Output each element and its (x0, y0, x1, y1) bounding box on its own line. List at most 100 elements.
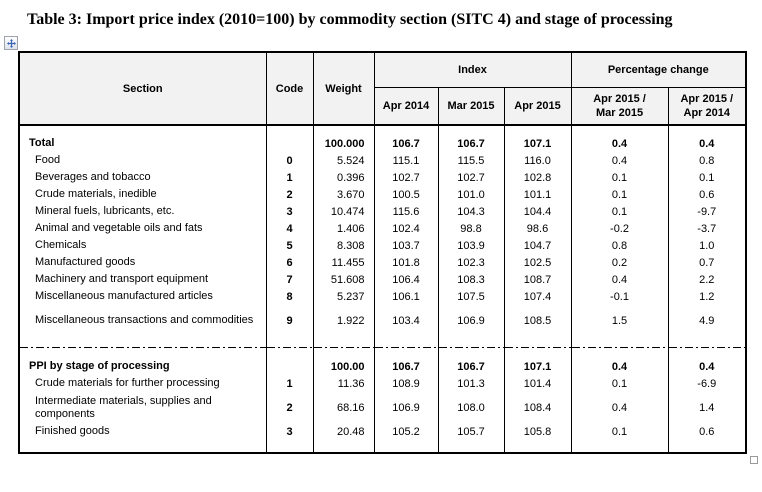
row-misc-manufactured: Miscellaneous manufactured articles 8 5.… (18, 288, 747, 305)
cell-index-apr2015: 108.5 (503, 305, 572, 336)
cell-chg-yoy: 2.2 (667, 271, 747, 288)
dash-cell (437, 336, 504, 358)
row-manufactured-goods: Manufactured goods 6 11.455 101.8 102.3 … (18, 254, 747, 271)
cell-section: Mineral fuels, lubricants, etc. (18, 203, 266, 220)
cell-weight: 3.670 (312, 186, 374, 203)
row-crude-materials: Crude materials, inedible 2 3.670 100.5 … (18, 186, 747, 203)
cell-index-apr2014: 115.6 (373, 203, 438, 220)
cell-chg-mom: 0.8 (570, 237, 669, 254)
cell-chg-mom: 0.4 (570, 271, 669, 288)
cell-index-apr2014: 101.8 (373, 254, 438, 271)
spacer-cell (18, 125, 266, 135)
cell-section: Machinery and transport equipment (18, 271, 266, 288)
cell-section: Miscellaneous transactions and commoditi… (18, 305, 266, 336)
cell-chg-mom: 0.4 (570, 358, 669, 375)
cell-index-apr2015: 105.8 (503, 423, 572, 440)
cell-index-apr2014: 103.7 (373, 237, 438, 254)
header-row-groups: Section Code Weight Index Percentage cha… (18, 52, 747, 126)
col-header-chg-mom: Apr 2015 / Mar 2015 (570, 87, 669, 126)
row-intermediate-materials: Intermediate materials, supplies and com… (18, 392, 747, 423)
cell-section: Intermediate materials, supplies and com… (18, 392, 266, 423)
cell-section: Animal and vegetable oils and fats (18, 220, 266, 237)
cell-code (265, 358, 313, 375)
cell-chg-yoy: 1.0 (667, 237, 747, 254)
cell-weight: 11.455 (312, 254, 374, 271)
cell-section: Beverages and tobacco (18, 169, 266, 186)
cell-index-apr2014: 106.9 (373, 392, 438, 423)
cell-index-mar2015: 103.9 (437, 237, 504, 254)
row-misc-transactions: Miscellaneous transactions and commoditi… (18, 305, 747, 336)
cell-code: 1 (265, 375, 313, 392)
cell-weight: 1.406 (312, 220, 374, 237)
cell-index-apr2015: 104.4 (503, 203, 572, 220)
cell-weight: 11.36 (312, 375, 374, 392)
cell-weight: 100.000 (312, 135, 374, 152)
cell-code: 4 (265, 220, 313, 237)
dash-cell (18, 336, 266, 358)
cell-index-apr2014: 108.9 (373, 375, 438, 392)
cell-chg-mom: 0.4 (570, 392, 669, 423)
cell-index-apr2014: 102.7 (373, 169, 438, 186)
cell-index-mar2015: 108.3 (437, 271, 504, 288)
cell-index-apr2015: 116.0 (503, 152, 572, 169)
table-resize-handle-icon[interactable] (750, 456, 759, 464)
cell-index-apr2015: 107.1 (503, 135, 572, 152)
spacer-row (18, 125, 747, 135)
dash-cell (373, 336, 438, 358)
cell-weight: 51.608 (312, 271, 374, 288)
cell-index-mar2015: 98.8 (437, 220, 504, 237)
spacer-cell (373, 125, 438, 135)
table-container: Section Code Weight Index Percentage cha… (4, 36, 759, 464)
cell-code: 5 (265, 237, 313, 254)
cell-index-apr2014: 106.7 (373, 358, 438, 375)
cell-code: 2 (265, 392, 313, 423)
col-header-code: Code (265, 52, 313, 126)
cell-code: 8 (265, 288, 313, 305)
spacer-cell (503, 125, 572, 135)
dash-cell (570, 336, 669, 358)
row-ppi-total: PPI by stage of processing 100.00 106.7 … (18, 358, 747, 375)
cell-index-apr2015: 107.4 (503, 288, 572, 305)
cell-index-apr2015: 98.6 (503, 220, 572, 237)
cell-chg-mom: 0.1 (570, 186, 669, 203)
spacer-cell (570, 440, 669, 453)
cell-index-apr2015: 102.8 (503, 169, 572, 186)
cell-weight: 1.922 (312, 305, 374, 336)
cell-index-apr2014: 106.7 (373, 135, 438, 152)
dash-cell (503, 336, 572, 358)
cell-index-apr2014: 115.1 (373, 152, 438, 169)
table-move-handle-icon[interactable] (4, 36, 18, 50)
cell-section: Miscellaneous manufactured articles (18, 288, 266, 305)
cell-index-mar2015: 105.7 (437, 423, 504, 440)
cell-index-apr2014: 100.5 (373, 186, 438, 203)
cell-section: Crude materials for further processing (18, 375, 266, 392)
cell-section: Crude materials, inedible (18, 186, 266, 203)
cell-weight: 68.16 (312, 392, 374, 423)
cell-chg-mom: 0.1 (570, 203, 669, 220)
row-beverages-tobacco: Beverages and tobacco 1 0.396 102.7 102.… (18, 169, 747, 186)
spacer-cell (373, 440, 438, 453)
cell-index-apr2015: 101.1 (503, 186, 572, 203)
cell-code: 7 (265, 271, 313, 288)
cell-chg-mom: -0.2 (570, 220, 669, 237)
col-header-weight: Weight (312, 52, 374, 126)
col-header-section: Section (18, 52, 266, 126)
row-machinery-transport: Machinery and transport equipment 7 51.6… (18, 271, 747, 288)
cell-code: 6 (265, 254, 313, 271)
cell-chg-yoy: -9.7 (667, 203, 747, 220)
cell-index-mar2015: 102.7 (437, 169, 504, 186)
cell-section: Finished goods (18, 423, 266, 440)
spacer-cell (312, 440, 374, 453)
table-caption: Table 3: Import price index (2010=100) b… (27, 11, 673, 28)
spacer-cell (18, 440, 266, 453)
cell-index-mar2015: 106.7 (437, 135, 504, 152)
cell-weight: 8.308 (312, 237, 374, 254)
dash-cell (312, 336, 374, 358)
cell-chg-mom: 0.1 (570, 375, 669, 392)
cell-weight: 0.396 (312, 169, 374, 186)
spacer-cell (667, 440, 747, 453)
cell-weight: 100.00 (312, 358, 374, 375)
cell-section: Food (18, 152, 266, 169)
cell-index-mar2015: 106.7 (437, 358, 504, 375)
cell-chg-yoy: 0.6 (667, 423, 747, 440)
